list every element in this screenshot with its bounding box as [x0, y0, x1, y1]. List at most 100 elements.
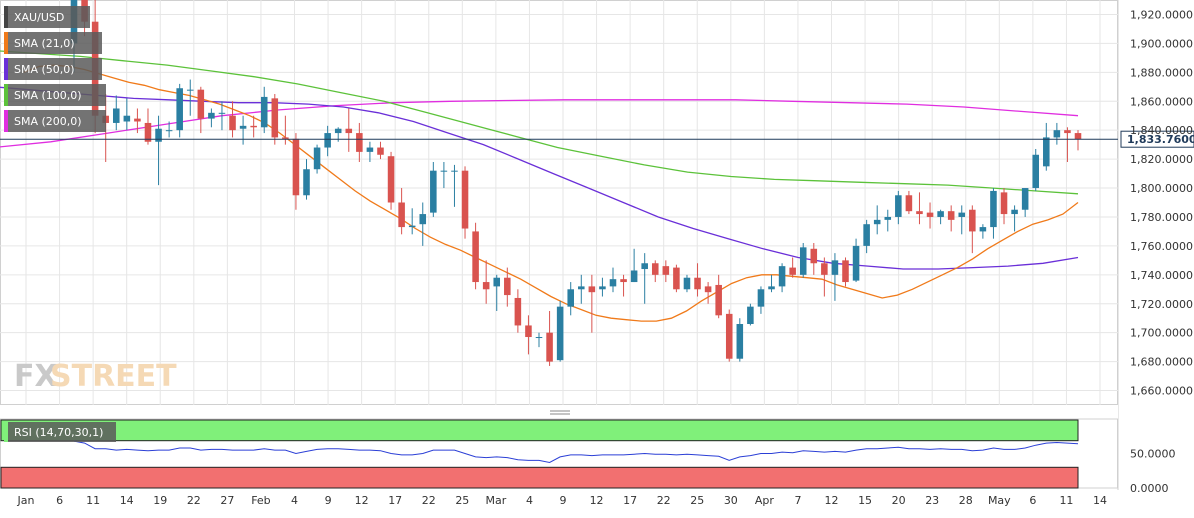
watermark-fx: FX — [14, 359, 58, 394]
time-tick-label: 4 — [291, 494, 298, 507]
price-tick-label: 1,720.0000 — [1130, 298, 1193, 311]
candle-body — [112, 108, 120, 123]
candle — [1000, 188, 1008, 225]
candle-body — [694, 277, 701, 290]
candle — [482, 260, 490, 304]
time-tick-label: 25 — [455, 494, 469, 507]
legend-label: XAU/USD — [14, 11, 64, 24]
candle — [408, 208, 416, 235]
candle — [525, 315, 532, 355]
candle-body — [578, 286, 585, 290]
time-tick-label: 14 — [1093, 494, 1107, 507]
candle — [588, 274, 596, 333]
candle — [937, 209, 944, 225]
candle — [842, 257, 849, 287]
candle — [778, 263, 786, 293]
candle-body — [990, 190, 997, 228]
time-tick-label: Jan — [17, 494, 35, 507]
candle — [504, 267, 511, 307]
candle-body — [884, 216, 892, 220]
price-tick-label: 1,820.0000 — [1130, 153, 1193, 166]
candle — [852, 238, 860, 283]
candle — [609, 267, 617, 293]
candle-body — [768, 286, 775, 290]
candle-body — [440, 170, 448, 172]
time-tick-label: 4 — [526, 494, 533, 507]
candle — [567, 282, 574, 316]
price-tick-label: 1,800.0000 — [1130, 182, 1193, 195]
candle-body — [937, 211, 944, 217]
candle — [430, 162, 437, 217]
candle-body — [535, 337, 543, 339]
candle — [218, 101, 226, 131]
candle-body — [662, 266, 670, 275]
legend-item[interactable]: SMA (21,0) — [4, 32, 102, 54]
candle-body — [229, 115, 236, 131]
rsi-legend-box — [4, 422, 116, 442]
candle — [916, 192, 923, 225]
candle-body — [313, 147, 321, 170]
time-tick-label: 9 — [325, 494, 332, 507]
candle — [260, 86, 268, 134]
candle-body — [1064, 130, 1071, 134]
last-price-label: 1,833.7600 — [1127, 133, 1194, 146]
legend-box — [4, 84, 106, 106]
candle — [303, 159, 310, 200]
candle — [683, 274, 691, 293]
candle-body — [144, 122, 152, 142]
time-tick-label: Apr — [755, 494, 775, 507]
price-tick-label: 1,700.0000 — [1130, 327, 1193, 340]
candle — [969, 205, 976, 254]
time-tick-label: 9 — [560, 494, 567, 507]
candle-body — [567, 289, 574, 307]
candle — [398, 188, 405, 235]
candle — [1064, 127, 1071, 162]
watermark-street: STREET — [50, 359, 177, 394]
time-tick-label: 17 — [623, 494, 637, 507]
price-tick-label: 1,880.0000 — [1130, 66, 1193, 79]
candle — [1011, 205, 1018, 232]
candle — [895, 190, 902, 225]
candle — [271, 94, 279, 145]
time-tick-label: 28 — [959, 494, 973, 507]
price-axis: 1,660.0000 1,680.0000 1,700.0000 1,720.0000… — [1130, 8, 1193, 397]
time-tick-label: 20 — [892, 494, 906, 507]
candle-body — [757, 289, 765, 307]
price-tick-label: 1,920.0000 — [1130, 8, 1193, 21]
candle-body — [303, 169, 310, 196]
candle-body — [1043, 137, 1050, 167]
candle — [725, 309, 733, 362]
candle — [229, 101, 236, 138]
candle-body — [810, 248, 818, 264]
time-tick-label: 12 — [825, 494, 839, 507]
candle-body — [947, 211, 955, 220]
legend-box — [4, 32, 102, 54]
time-tick-label: 19 — [153, 494, 167, 507]
candle — [641, 253, 648, 304]
legend-item[interactable]: SMA (200,0) — [4, 110, 106, 132]
candle-body — [472, 231, 479, 283]
rsi-line — [73, 440, 1079, 464]
legend-swatch — [4, 6, 8, 28]
candle — [789, 257, 796, 278]
legend-label: SMA (50,0) — [14, 63, 75, 76]
sma-100-line — [0, 50, 1079, 195]
candle — [578, 274, 585, 304]
candle — [282, 115, 289, 145]
candle-body — [292, 138, 300, 196]
legend-item[interactable]: XAU/USD — [4, 6, 90, 28]
candle — [651, 260, 659, 283]
legend-item[interactable]: SMA (50,0) — [4, 58, 102, 80]
watermark: FX STREET — [14, 359, 177, 394]
candle-body — [588, 286, 596, 293]
candle-body — [863, 224, 870, 246]
candle — [990, 188, 997, 239]
legend-item[interactable]: SMA (100,0) — [4, 84, 106, 106]
rsi-pane: 0.0000 50.0000 RSI (14,70,30,1) — [0, 418, 1176, 495]
candle — [620, 274, 627, 297]
candle — [493, 274, 501, 311]
candle-body — [905, 195, 913, 212]
time-tick-label: 15 — [858, 494, 872, 507]
pane-divider[interactable] — [0, 405, 1118, 419]
